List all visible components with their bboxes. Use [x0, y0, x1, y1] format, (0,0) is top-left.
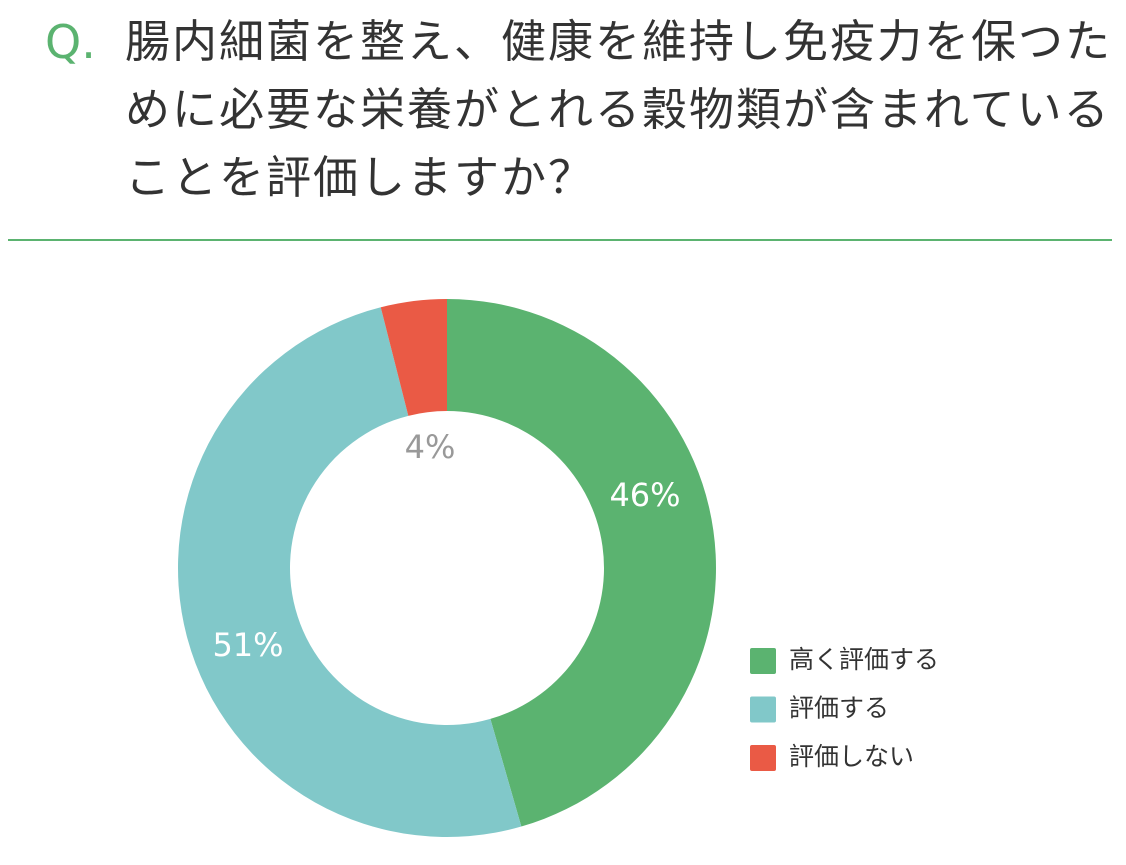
- donut-slice: [178, 307, 522, 837]
- data-label: 51%: [212, 626, 283, 664]
- data-label: 4%: [405, 428, 456, 466]
- legend-swatch: [750, 745, 776, 771]
- data-label: 46%: [609, 476, 680, 514]
- donut-slice: [447, 299, 716, 827]
- legend-swatch: [750, 648, 776, 674]
- legend-swatch: [750, 696, 776, 723]
- divider: [8, 239, 1112, 241]
- chart-title: 腸内細菌を整え、健康を維持し免疫力を保つために必要な栄養がとれる穀物類が含まれて…: [125, 15, 1113, 204]
- question-prefix: Q.: [45, 15, 96, 69]
- donut-slice: [380, 299, 447, 416]
- legend-label: 評価しない: [789, 742, 914, 771]
- legend-label: 高く評価する: [789, 645, 939, 674]
- legend-label: 評価する: [789, 694, 889, 723]
